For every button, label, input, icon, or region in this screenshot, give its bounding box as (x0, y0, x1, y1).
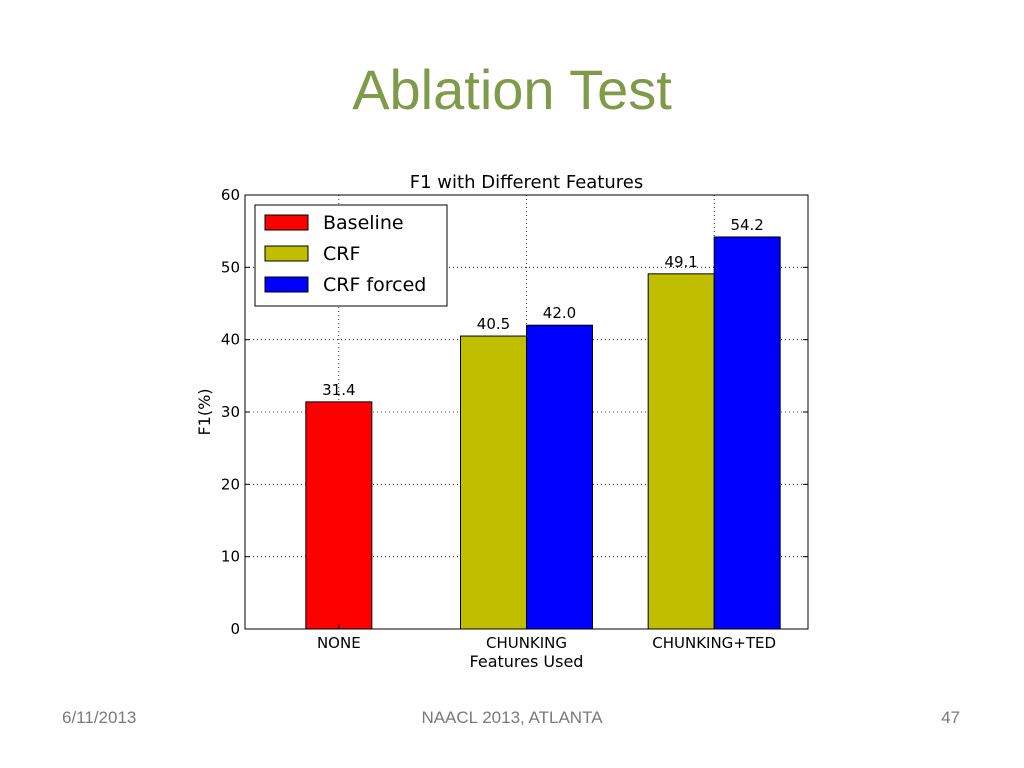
axis-ticks: 0 10 20 30 40 50 60 NONE CHUNKING CHUNKING+TED (221, 186, 808, 652)
y-tick-label: 0 (230, 620, 240, 638)
x-tick-label: CHUNKING (486, 634, 567, 652)
bar (460, 335, 527, 630)
bar (305, 401, 373, 630)
bar-value-labels: 31.4 40.5 42.0 49.1 54.2 (322, 216, 764, 399)
footer-date: 6/11/2013 (62, 708, 137, 727)
y-tick-label: 50 (221, 258, 240, 276)
x-tick-label: NONE (317, 634, 361, 652)
bar-value-label: 49.1 (664, 253, 697, 271)
y-tick-label: 30 (221, 403, 240, 421)
legend-label: CRF forced (323, 274, 426, 296)
bar (526, 324, 593, 630)
legend-label: CRF (323, 243, 360, 265)
bar-value-label: 54.2 (730, 216, 763, 234)
legend-swatch (264, 245, 309, 262)
footer-venue: NAACL 2013, ATLANTA (421, 708, 603, 727)
x-tick-label: CHUNKING+TED (652, 634, 776, 652)
bars (305, 236, 781, 630)
legend-swatch (264, 214, 309, 231)
bar-value-label: 42.0 (543, 304, 576, 322)
y-tick-label: 10 (221, 548, 240, 566)
y-tick-label: 60 (221, 186, 240, 204)
bar (713, 236, 781, 630)
y-tick-label: 40 (221, 331, 240, 349)
bar (647, 273, 715, 630)
page-number: 47 (941, 708, 960, 727)
bar-value-label: 40.5 (477, 315, 510, 333)
legend-label: Baseline (323, 212, 404, 234)
chart-title: F1 with Different Features (410, 172, 643, 193)
y-axis-label: F1(%) (195, 388, 214, 435)
legend: Baseline CRF CRF forced (254, 204, 448, 307)
y-tick-label: 20 (221, 475, 240, 493)
bar-value-label: 31.4 (322, 381, 355, 399)
x-axis-label: Features Used (470, 652, 584, 671)
legend-swatch (264, 276, 309, 293)
slide-title: Ablation Test (352, 58, 672, 121)
